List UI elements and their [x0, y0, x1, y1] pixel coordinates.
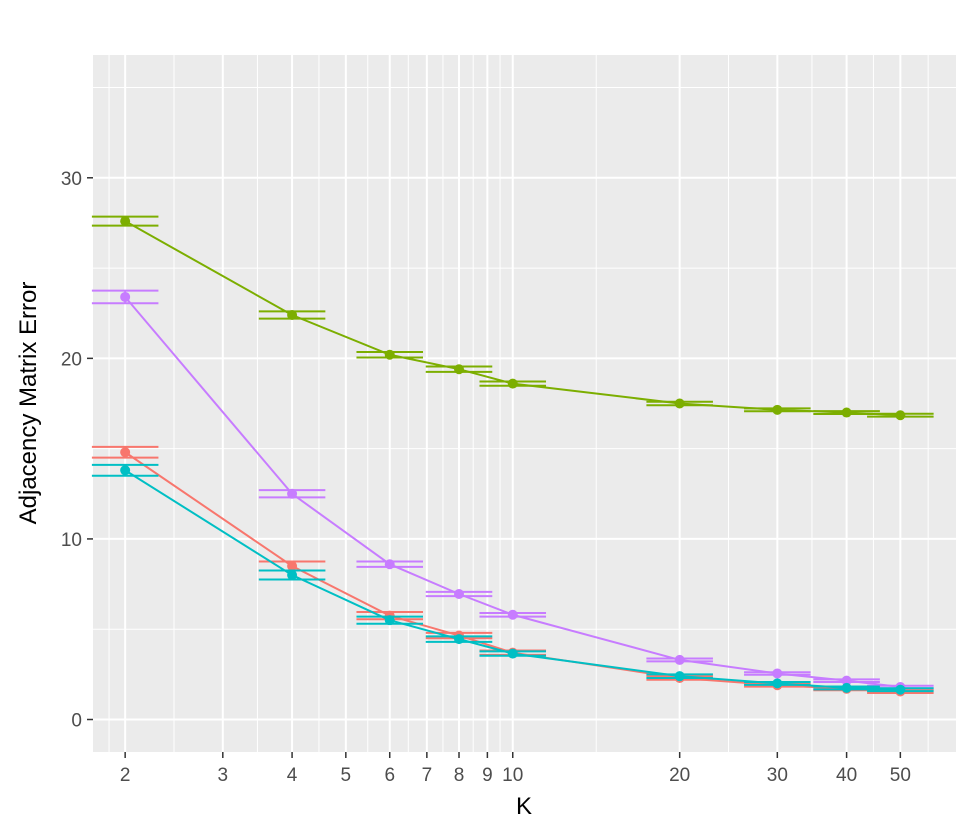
x-tick-label: 8 [454, 765, 465, 786]
data-point [772, 668, 783, 679]
x-tick-label: 50 [890, 765, 911, 786]
data-point [674, 654, 685, 665]
series-0 [91, 215, 934, 421]
data-point [384, 559, 395, 570]
x-tick-label: 3 [218, 765, 229, 786]
y-tick-label: 0 [71, 710, 82, 731]
data-point [120, 465, 131, 476]
data-point [841, 407, 852, 418]
data-point [384, 349, 395, 360]
data-point [507, 609, 518, 620]
data-point [841, 675, 852, 686]
data-point [384, 615, 395, 626]
data-point [895, 684, 906, 695]
x-tick-label: 10 [502, 765, 523, 786]
data-point [895, 410, 906, 421]
x-tick-label: 30 [767, 765, 788, 786]
data-point [507, 378, 518, 389]
data-point [841, 682, 852, 693]
axes: 2 3 4 5 6 7 8 9 10 20 30 40 50 0 10 20 30 [61, 169, 911, 786]
data-point [454, 634, 465, 645]
data-point [120, 216, 131, 227]
x-tick-label: 2 [120, 765, 131, 786]
data-point [287, 488, 298, 499]
y-tick-label: 20 [61, 349, 82, 370]
x-tick-label: 6 [384, 765, 395, 786]
data-point [454, 364, 465, 375]
x-tick-label: 7 [422, 765, 433, 786]
minor-gridlines [93, 55, 956, 752]
x-tick-label: 5 [341, 765, 352, 786]
data-point [772, 678, 783, 689]
data-point [287, 570, 298, 581]
series-3 [91, 463, 934, 695]
data-point [454, 589, 465, 600]
data-point [120, 291, 131, 302]
data-point [772, 404, 783, 415]
data-point [287, 561, 298, 572]
data-point [674, 398, 685, 409]
x-tick-label: 4 [287, 765, 298, 786]
x-tick-label: 40 [836, 765, 857, 786]
x-axis-title: K [516, 793, 532, 820]
y-axis-title: Adjacency Matrix Error [15, 282, 42, 525]
y-tick-label: 10 [61, 530, 82, 551]
series-layer [91, 215, 934, 697]
data-point [674, 671, 685, 682]
data-point [287, 310, 298, 321]
data-point [507, 648, 518, 659]
data-point [120, 447, 131, 458]
x-tick-label: 9 [482, 765, 493, 786]
x-tick-label: 20 [669, 765, 690, 786]
y-tick-label: 30 [61, 169, 82, 190]
